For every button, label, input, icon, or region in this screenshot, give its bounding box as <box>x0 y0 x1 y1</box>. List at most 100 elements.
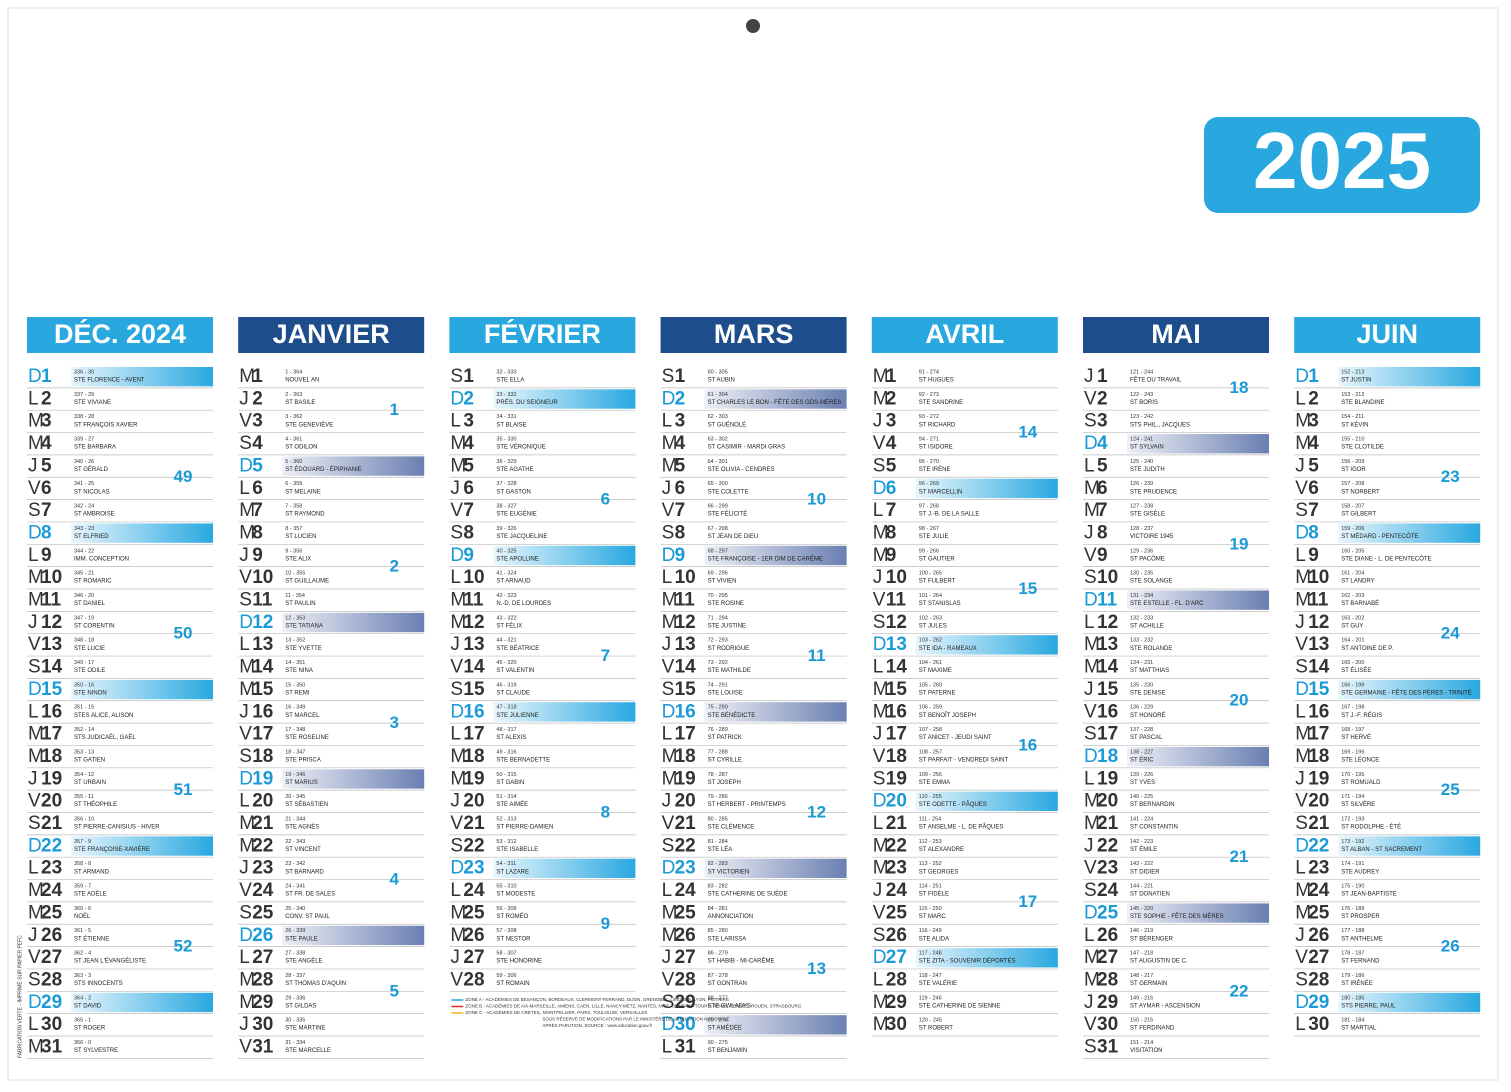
day-number: 7 <box>463 500 474 521</box>
weekday: V <box>662 969 675 990</box>
day-count: 126 - 239 <box>1130 481 1153 487</box>
day-count: 143 - 222 <box>1130 861 1153 867</box>
weekday: V <box>28 791 41 812</box>
day-number: 23 <box>463 858 484 879</box>
day-number: 30 <box>252 1014 273 1035</box>
weekday: J <box>28 925 38 946</box>
day-number: 17 <box>886 724 907 745</box>
day-count: 109 - 256 <box>919 772 942 778</box>
sunday-highlight <box>915 948 1058 968</box>
saint: ST MATTHIAS <box>1130 668 1169 674</box>
week-number: 19 <box>1230 534 1249 553</box>
weekday: D <box>1295 366 1309 387</box>
weekday: V <box>1295 634 1308 655</box>
saint: ST GUILLAUME <box>285 579 329 585</box>
weekday: M <box>1295 880 1311 901</box>
weekday: L <box>662 567 673 588</box>
weekday: M <box>1084 634 1100 655</box>
day-number: 2 <box>1097 388 1108 409</box>
saint: ST VICTORIEN <box>708 869 750 875</box>
weekday: M <box>450 746 466 767</box>
day-count: 134 - 231 <box>1130 660 1153 666</box>
day-number: 11 <box>252 590 273 611</box>
day-count: 158 - 207 <box>1341 504 1364 510</box>
day-number: 14 <box>41 657 63 678</box>
day-count: 125 - 240 <box>1130 459 1153 465</box>
weekday: S <box>239 433 252 454</box>
saint: ST HUGUES <box>919 378 954 384</box>
day-count: 50 - 315 <box>496 772 516 778</box>
day-number: 19 <box>252 768 273 789</box>
day-count: 86 - 279 <box>708 951 728 957</box>
day-count: 7 - 358 <box>285 504 302 510</box>
day-number: 11 <box>463 590 484 611</box>
weekday: L <box>450 724 461 745</box>
day-number: 14 <box>1308 657 1330 678</box>
day-number: 23 <box>1097 858 1118 879</box>
weekday: J <box>1084 992 1094 1013</box>
weekday: D <box>662 545 676 566</box>
day-count: 144 - 221 <box>1130 884 1153 890</box>
day-count: 69 - 296 <box>708 571 728 577</box>
weekday: S <box>239 902 252 923</box>
day-count: 365 - 1 <box>74 1018 91 1024</box>
weekday: M <box>662 902 678 923</box>
week-number: 52 <box>174 937 193 956</box>
saint: STES ALICE, ALISON <box>74 713 133 719</box>
weekday: S <box>662 366 675 387</box>
saint: ST VINCENT <box>285 847 321 853</box>
day-number: 5 <box>1308 455 1319 476</box>
day-count: 48 - 317 <box>496 727 516 733</box>
saint: STE GERMAINE - FÊTE DES PÈRES - TRINITÉ <box>1341 688 1472 696</box>
day-number: 17 <box>252 724 273 745</box>
weekday: M <box>450 902 466 923</box>
weekday: D <box>239 768 253 789</box>
day-number: 23 <box>252 858 273 879</box>
day-count: 180 - 185 <box>1341 995 1364 1001</box>
saint: ST PACÔME <box>1130 555 1165 562</box>
saint: IMM. CONCEPTION <box>74 556 129 562</box>
weekday: V <box>450 500 463 521</box>
week-number: 7 <box>601 646 610 665</box>
saint: STE IDA - RAMEAUX <box>919 646 977 652</box>
day-number: 9 <box>252 545 263 566</box>
day-number: 15 <box>463 679 485 700</box>
saint: ST GILBERT <box>1341 512 1376 518</box>
day-count: 115 - 250 <box>919 906 942 912</box>
weekday: L <box>662 880 673 901</box>
day-number: 8 <box>1308 522 1319 543</box>
day-count: 159 - 206 <box>1341 526 1364 532</box>
saint: ST GUÉNOLÉ <box>708 421 747 428</box>
saint: ST ÉLISÉE <box>1341 667 1371 674</box>
weekday: L <box>239 947 250 968</box>
day-number: 5 <box>252 455 263 476</box>
weekday: J <box>1295 612 1305 633</box>
day-number: 7 <box>252 500 263 521</box>
day-number: 15 <box>886 679 908 700</box>
day-count: 173 - 192 <box>1341 839 1364 845</box>
day-number: 18 <box>886 746 907 767</box>
saint: ST JEAN DE DIEU <box>708 534 759 540</box>
sunday-highlight <box>493 858 636 879</box>
day-number: 18 <box>463 746 484 767</box>
day-count: 53 - 312 <box>496 839 516 845</box>
weekday: M <box>28 902 44 923</box>
day-count: 130 - 235 <box>1130 571 1153 577</box>
weekday: D <box>450 388 464 409</box>
saint: ST BLAISE <box>496 422 526 428</box>
saint: ST FERDINAND <box>1130 1026 1175 1032</box>
day-count: 79 - 286 <box>708 794 728 800</box>
saint: ST ROMARIC <box>74 579 112 585</box>
weekday: L <box>1084 455 1095 476</box>
saint: STE ADÈLE <box>74 891 107 898</box>
day-count: 6 - 359 <box>285 481 302 487</box>
day-number: 4 <box>463 433 474 454</box>
day-count: 336 - 30 <box>74 369 94 375</box>
saint: STE VALÉRIE <box>919 980 957 987</box>
sunday-highlight <box>493 545 636 566</box>
weekday: J <box>1084 366 1094 387</box>
day-count: 34 - 331 <box>496 414 516 420</box>
weekday: V <box>239 411 252 432</box>
day-count: 157 - 208 <box>1341 481 1364 487</box>
saint: STE JULIE <box>919 534 949 540</box>
